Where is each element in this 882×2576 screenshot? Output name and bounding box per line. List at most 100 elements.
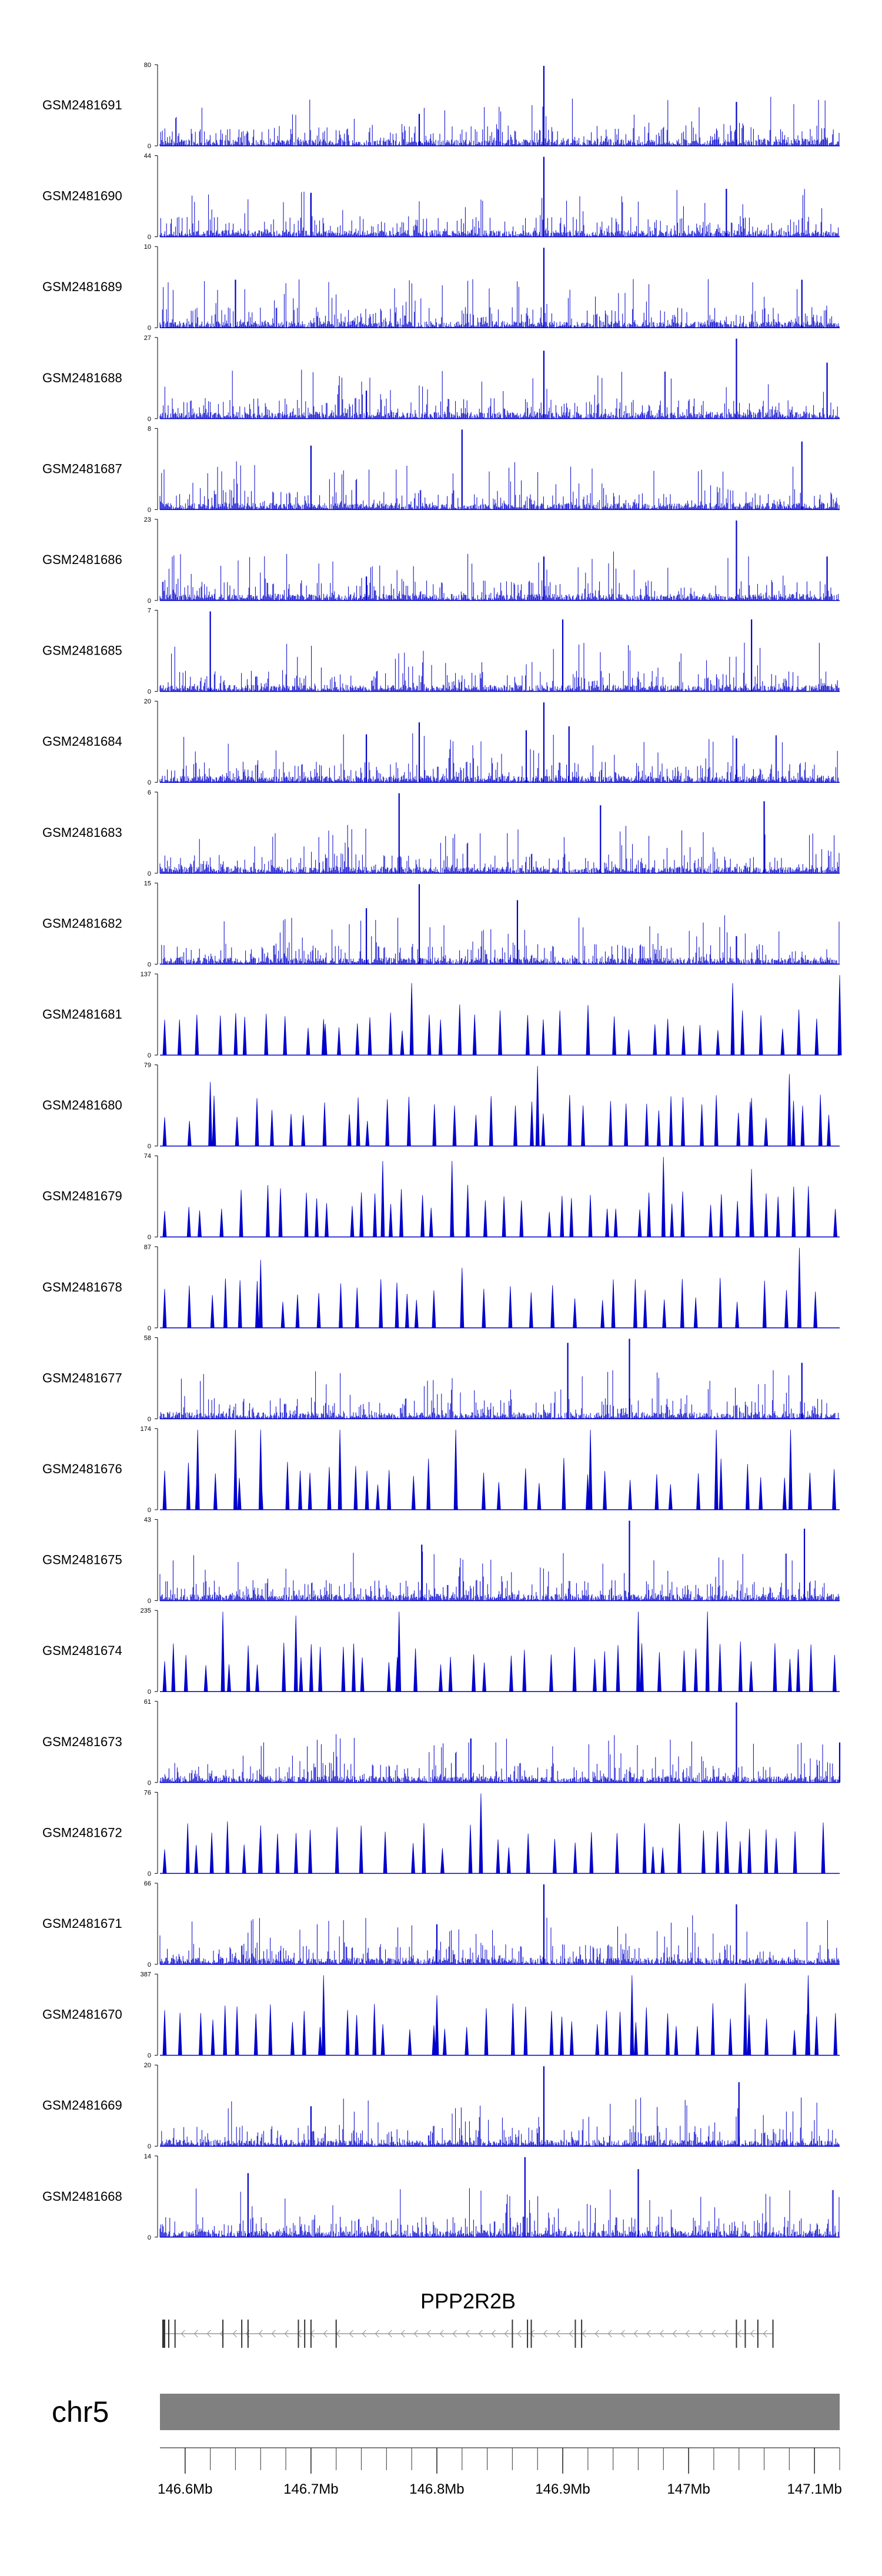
track-GSM2481676: GSM2481676 174 0 [42,1426,840,1514]
track-label: GSM2481669 [42,2098,122,2113]
strand-arrow [193,2330,198,2338]
axis-tick-label: 146.6Mb [158,2481,212,2497]
strand-arrow [323,2330,328,2338]
track-label: GSM2481671 [42,1916,122,1931]
track-ymax-label: 58 [144,1334,151,1342]
coverage-signal [159,1915,840,1964]
track-label: GSM2481675 [42,1553,122,1567]
gene-model: PPP2R2B [162,2289,774,2348]
track-label: GSM2481689 [42,279,122,294]
track-GSM2481668: GSM2481668 14 0 [42,2153,840,2241]
track-GSM2481681: GSM2481681 137 0 [42,971,842,1059]
track-label: GSM2481677 [42,1370,122,1385]
coverage-signal [159,2097,840,2147]
track-ymax-label: 66 [144,1880,151,1887]
track-ymax-label: 79 [144,1062,151,1069]
coverage-signal [160,1793,840,1874]
track-ymax-label: 20 [144,2062,151,2069]
strand-arrow [543,2330,547,2338]
track-ymin-label: 0 [148,234,151,241]
axis-tick-label: 146.7Mb [283,2481,338,2497]
strand-arrow [284,2330,289,2338]
coverage-signal [160,1429,840,1510]
track-ymax-label: 137 [141,971,151,978]
strand-arrow [426,2330,431,2338]
chromosome-label: chr5 [52,2395,109,2428]
track-GSM2481685: GSM2481685 7 0 [42,608,840,696]
gene-exon [757,2320,759,2348]
track-ymin-label: 0 [148,961,151,968]
coverage-signal [159,1551,840,1601]
track-ymax-label: 7 [148,608,151,615]
track-ymin-label: 0 [148,1234,151,1241]
axis-tick-label: 147.1Mb [787,2481,841,2497]
gene-exon [162,2320,165,2348]
track-ymax-label: 174 [141,1426,151,1433]
gene-label: PPP2R2B [420,2289,516,2313]
gene-exon [530,2320,532,2348]
gene-exon [512,2320,513,2348]
track-ymin-label: 0 [148,1870,151,1877]
track-ymin-label: 0 [148,2234,151,2241]
strand-arrow [659,2330,664,2338]
track-ymin-label: 0 [148,1143,151,1150]
strand-arrow [672,2330,677,2338]
coverage-signal [160,1247,840,1329]
coverage-signal [159,915,840,965]
coverage-signal [159,1734,840,1783]
strand-arrow [206,2330,211,2338]
track-ymin-label: 0 [148,1780,151,1787]
track-ymax-label: 10 [144,243,151,251]
track-ymin-label: 0 [148,1325,151,1332]
track-GSM2481675: GSM2481675 43 0 [42,1517,840,1605]
gene-exon [168,2320,169,2348]
coverage-signal [159,733,840,783]
track-ymin-label: 0 [148,2143,151,2150]
gene-exon [335,2320,337,2348]
track-GSM2481689: GSM2481689 10 0 [42,243,840,332]
track-ymax-label: 8 [148,425,151,432]
strand-arrow [750,2330,754,2338]
gene-exon [298,2320,299,2348]
coverage-signal [159,279,840,328]
track-ymin-label: 0 [148,506,151,513]
strand-arrow [181,2330,185,2338]
track-ymax-label: 61 [144,1699,151,1706]
strand-arrow [258,2330,263,2338]
strand-arrow [711,2330,716,2338]
track-ymin-label: 0 [148,1416,151,1423]
gene-structure [162,2320,774,2348]
track-GSM2481682: GSM2481682 15 0 [42,880,840,968]
strand-arrow [517,2330,522,2338]
track-GSM2481673: GSM2481673 61 0 [42,1699,841,1787]
track-ymax-label: 387 [141,1971,151,1978]
track-GSM2481687: GSM2481687 8 0 [42,425,840,513]
strand-arrow [530,2330,534,2338]
track-label: GSM2481682 [42,916,122,930]
gene-exon [241,2320,243,2348]
strand-arrow [594,2330,599,2338]
strand-arrow [387,2330,392,2338]
track-GSM2481679: GSM2481679 74 0 [42,1153,840,1241]
coverage-signal [160,1066,840,1146]
track-ymax-label: 235 [141,1607,151,1614]
track-label: GSM2481678 [42,1280,122,1294]
strand-arrow [413,2330,418,2338]
strand-arrow [569,2330,573,2338]
strand-arrow [698,2330,703,2338]
track-ymin-label: 0 [148,598,151,605]
track-label: GSM2481668 [42,2189,122,2204]
track-GSM2481670: GSM2481670 387 0 [42,1971,840,2060]
coverage-signal [160,975,842,1056]
track-ymin-label: 0 [148,1961,151,1968]
strand-arrow [452,2330,457,2338]
track-label: GSM2481670 [42,2007,122,2022]
strand-arrow [763,2330,767,2338]
track-ymax-label: 87 [144,1244,151,1251]
track-label: GSM2481685 [42,643,122,658]
track-label: GSM2481680 [42,1098,122,1113]
coverage-signal [159,642,840,692]
track-ymin-label: 0 [148,689,151,696]
strand-arrow [271,2330,276,2338]
